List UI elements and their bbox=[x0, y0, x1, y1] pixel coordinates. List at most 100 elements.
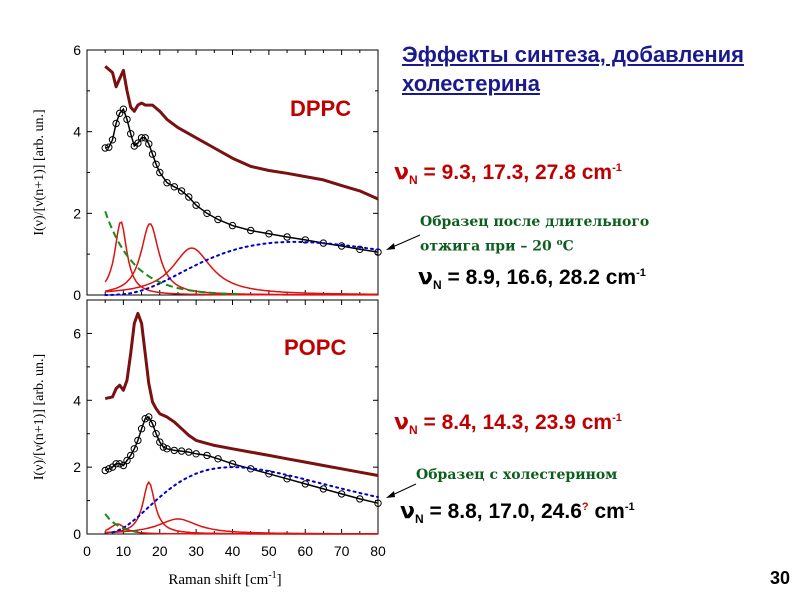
bottom-y-axis-label: I(ν)/[ν(n+1)] [arb. un.] bbox=[32, 354, 47, 480]
top-plot-frame bbox=[86, 49, 379, 296]
top-sample-label: DPPC bbox=[290, 96, 351, 121]
top-series-measured-point bbox=[123, 115, 131, 124]
top-series-measured-point bbox=[119, 105, 128, 113]
bottom-series-measured-point bbox=[337, 490, 346, 498]
bottom-y-tick-label: 6 bbox=[73, 325, 81, 341]
bottom-series-relaxation bbox=[104, 513, 139, 533]
top-y-axis-label: I(ν)/[ν(n+1)] [arb. un.] bbox=[32, 109, 47, 235]
top-y-tick-label: 2 bbox=[73, 205, 81, 221]
bottom-series-measured-point bbox=[101, 466, 109, 475]
slide-title: Эффекты синтеза, добавления холестерина bbox=[402, 42, 744, 96]
bottom-series-measured-point bbox=[127, 451, 135, 460]
bottom-series-measured-point bbox=[203, 451, 211, 460]
bottom-sample-label: POPC bbox=[284, 335, 346, 360]
top-series-measured-point bbox=[105, 143, 113, 151]
bottom-fit-frequencies: νN = 8.4, 14.3, 23.9 cm-1 bbox=[394, 410, 622, 438]
x-tick-label: 60 bbox=[297, 543, 313, 559]
top-series-measured-point bbox=[170, 183, 179, 191]
bottom-series-measured-point bbox=[170, 446, 179, 455]
top-series-mode-3 bbox=[105, 247, 379, 296]
bottom-series-measured-point bbox=[152, 430, 160, 438]
x-axis-label-sup: -1 bbox=[268, 570, 276, 581]
bottom-series-mode-2 bbox=[105, 480, 378, 535]
top-series-measured-point bbox=[101, 144, 109, 152]
top-series-measured-point bbox=[137, 134, 146, 142]
bottom-series-measured-point bbox=[356, 495, 364, 503]
top-series-measured-point bbox=[152, 160, 160, 169]
bottom-series-measured-point bbox=[148, 420, 157, 428]
page-number: 30 bbox=[769, 568, 790, 588]
top-series-measured-point bbox=[148, 150, 157, 158]
top-series-measured-point bbox=[163, 179, 171, 187]
top-series-mode-2 bbox=[105, 223, 378, 296]
bottom-series-measured-point bbox=[137, 425, 146, 433]
bottom-series-measured-point bbox=[374, 499, 382, 507]
arrow-cholesterol-head bbox=[386, 491, 395, 498]
x-tick-label: 40 bbox=[225, 543, 241, 559]
note-annealed-sample: Образец после длительного отжига при – 2… bbox=[420, 214, 650, 255]
bottom-series-measured-point bbox=[163, 445, 171, 453]
top-series-measured-point bbox=[116, 109, 124, 118]
annealed-frequencies: νN = 8.9, 16.6, 28.2 cm-1 bbox=[418, 265, 646, 293]
x-tick-label: 0 bbox=[83, 543, 91, 559]
note-cholesterol-sample: Образец с холестерином bbox=[416, 467, 618, 483]
top-series-annealed-sample bbox=[104, 65, 379, 201]
top-series-measured-point bbox=[156, 168, 164, 177]
bottom-series-measured-point bbox=[192, 450, 200, 458]
bottom-series-measured-point bbox=[319, 485, 328, 493]
top-series-measured-point bbox=[228, 221, 237, 230]
top-fit-frequencies: νN = 9.3, 17.3, 27.8 cm-1 bbox=[394, 160, 622, 188]
bottom-panel bbox=[86, 299, 382, 535]
top-y-tick-label: 0 bbox=[73, 287, 81, 303]
top-series-measured-point bbox=[247, 226, 255, 235]
top-series-measured-point bbox=[134, 139, 142, 147]
bottom-series-measured-point bbox=[105, 465, 113, 473]
top-series-measured-point bbox=[214, 215, 222, 224]
top-series-measured-point bbox=[112, 119, 120, 128]
top-series-measured-point bbox=[185, 193, 193, 201]
top-series-relaxation bbox=[104, 210, 240, 296]
top-series-measured-point bbox=[141, 134, 149, 142]
bottom-series-measured-point bbox=[185, 448, 193, 456]
top-series-broad-band bbox=[104, 240, 379, 296]
top-series-measured-point bbox=[283, 233, 291, 241]
top-series-measured-point bbox=[265, 230, 273, 238]
bottom-series-measured-point bbox=[116, 460, 124, 468]
bottom-series-cholesterol-sample bbox=[104, 311, 379, 477]
cholesterol-frequencies: νN = 8.8, 17.0, 24.6? cm-1 bbox=[400, 499, 635, 527]
x-tick-label: 70 bbox=[334, 543, 350, 559]
top-y-tick-label: 6 bbox=[73, 42, 81, 58]
top-series-measured-point bbox=[337, 242, 346, 250]
bottom-series-measured-point bbox=[145, 413, 153, 421]
top-series-measured-point bbox=[177, 187, 186, 195]
bottom-y-tick-label: 2 bbox=[73, 459, 81, 475]
x-tick-label: 30 bbox=[188, 543, 204, 559]
top-series-measured-point bbox=[192, 201, 200, 209]
top-series-measured-point bbox=[127, 130, 135, 138]
top-panel bbox=[86, 49, 382, 296]
bottom-series-mode-3 bbox=[105, 518, 378, 535]
bottom-y-tick-label: 4 bbox=[73, 392, 81, 408]
x-tick-label: 10 bbox=[116, 543, 132, 559]
bottom-series-measured-point bbox=[119, 461, 128, 470]
bottom-series-measured-point bbox=[130, 445, 139, 453]
top-series-measured-point bbox=[203, 209, 211, 218]
bottom-series-measured-point bbox=[156, 438, 164, 446]
x-tick-label: 80 bbox=[370, 543, 386, 559]
x-axis-label-close: ] bbox=[277, 572, 282, 588]
top-series-measured-point bbox=[145, 140, 153, 148]
bottom-series-measured-point bbox=[214, 455, 222, 463]
bottom-series-measured-point bbox=[301, 480, 309, 488]
arrow-annealed-head bbox=[386, 243, 395, 250]
top-series-measured-point bbox=[108, 136, 117, 144]
bottom-series-measured-point bbox=[141, 415, 149, 423]
x-tick-label: 50 bbox=[261, 543, 277, 559]
x-tick-label: 20 bbox=[152, 543, 168, 559]
bottom-series-broad-band bbox=[111, 466, 379, 534]
x-axis-label: Raman shift [cm-1] bbox=[168, 570, 281, 588]
bottom-series-measured-point bbox=[123, 456, 131, 465]
bottom-series-measured-point bbox=[112, 460, 120, 468]
top-y-tick-label: 4 bbox=[73, 124, 81, 140]
top-series-measured-point bbox=[356, 245, 364, 254]
